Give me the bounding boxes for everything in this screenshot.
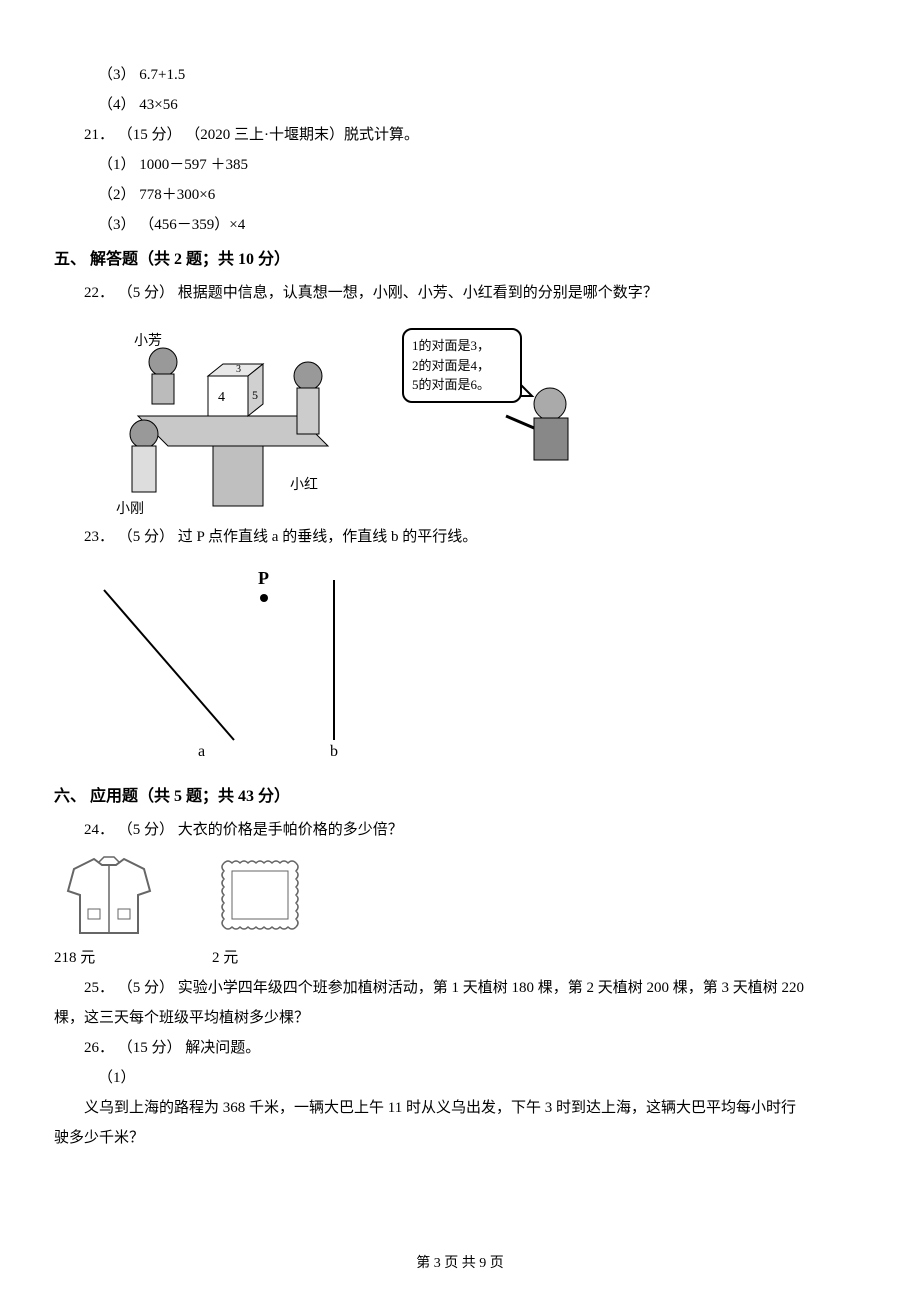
- q24-line: 24． （5 分） 大衣的价格是手帕价格的多少倍？: [54, 815, 866, 845]
- bubble-line-1: 1的对面是3，: [412, 336, 512, 356]
- bubble-line-2: 2的对面是4，: [412, 356, 512, 376]
- q21-sub1: （1） 1000－597 ＋385: [54, 150, 866, 180]
- coat-item: 218 元: [54, 851, 164, 973]
- q22-figures: 3 4 5 小芳 小红 小刚 1的对面是3， 2的对面是4， 5的对面是6。: [54, 316, 866, 516]
- svg-text:5: 5: [252, 388, 258, 402]
- q22-line: 22． （5 分） 根据题中信息，认真想一想，小刚、小芳、小红看到的分别是哪个数…: [54, 278, 866, 308]
- section-6-heading: 六、 应用题（共 5 题；共 43 分）: [54, 781, 866, 813]
- coat-icon: [54, 851, 164, 941]
- q23-line: 23． （5 分） 过 P 点作直线 a 的垂线，作直线 b 的平行线。: [54, 522, 866, 552]
- item-3: （3） 6.7+1.5: [54, 60, 866, 90]
- q21-line: 21． （15 分） （2020 三上·十堰期末）脱式计算。: [54, 120, 866, 150]
- coat-price: 218 元: [54, 943, 95, 973]
- speech-scene-figure: 1的对面是3， 2的对面是4， 5的对面是6。: [398, 316, 598, 476]
- q21-sub2: （2） 778＋300×6: [54, 180, 866, 210]
- q26-p1a: 义乌到上海的路程为 368 千米，一辆大巴上午 11 时从义乌出发，下午 3 时…: [54, 1093, 866, 1123]
- line-a: [104, 590, 234, 740]
- label-xiaogang: 小刚: [116, 496, 144, 524]
- bubble-line-3: 5的对面是6。: [412, 375, 512, 395]
- label-xiaofang: 小芳: [134, 328, 162, 356]
- section-5-heading: 五、 解答题（共 2 题；共 10 分）: [54, 244, 866, 276]
- q26-p1b: 驶多少千米？: [54, 1123, 866, 1153]
- item-4: （4） 43×56: [54, 90, 866, 120]
- hanky-price: 2 元: [212, 943, 238, 973]
- q21-sub3: （3） （456－359）×4: [54, 210, 866, 240]
- q26-line: 26． （15 分） 解决问题。: [54, 1033, 866, 1063]
- speech-bubble: 1的对面是3， 2的对面是4， 5的对面是6。: [402, 328, 522, 403]
- label-xiaohong: 小红: [290, 472, 318, 500]
- label-a: a: [198, 743, 205, 760]
- handkerchief-icon: [212, 851, 312, 941]
- q26-sub1: （1）: [54, 1063, 866, 1093]
- label-b: b: [330, 743, 338, 760]
- q25-line2: 棵，这三天每个班级平均植树多少棵？: [54, 1003, 866, 1033]
- q25-line1: 25． （5 分） 实验小学四年级四个班参加植树活动，第 1 天植树 180 棵…: [54, 973, 866, 1003]
- q23-geometry: P a b: [84, 560, 384, 760]
- point-p: [260, 594, 268, 602]
- q24-figures: 218 元 2 元: [54, 851, 866, 973]
- cube-scene-figure: 3 4 5 小芳 小红 小刚: [98, 316, 358, 516]
- svg-text:3: 3: [236, 364, 241, 375]
- page-footer: 第 3 页 共 9 页: [0, 1250, 920, 1278]
- label-p: P: [258, 568, 269, 588]
- hanky-item: 2 元: [212, 851, 312, 973]
- svg-text:4: 4: [218, 390, 225, 405]
